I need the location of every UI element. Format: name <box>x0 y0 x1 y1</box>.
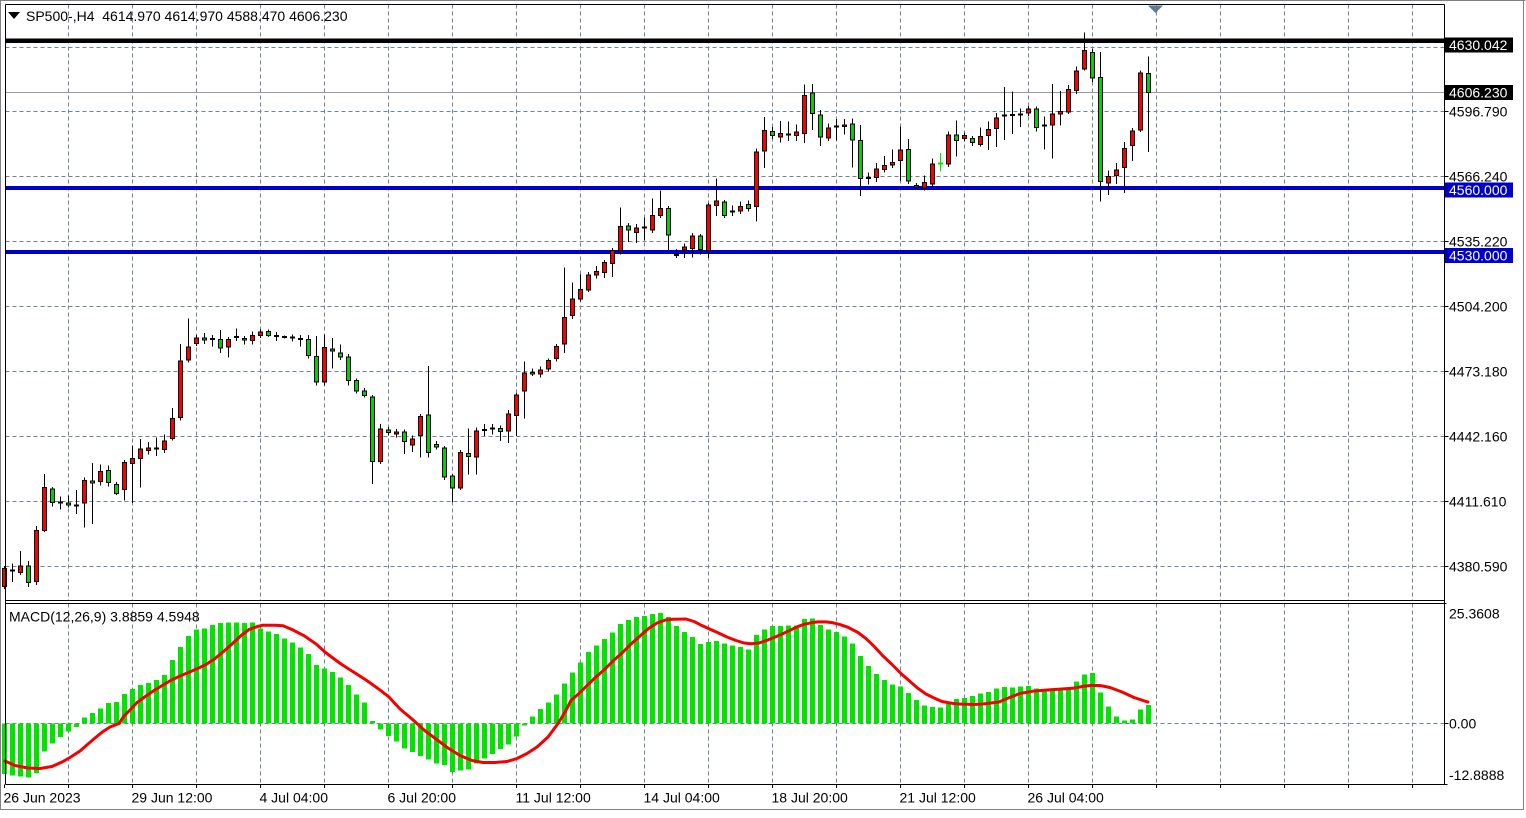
svg-text:4504.200: 4504.200 <box>1449 299 1508 315</box>
svg-text:4 Jul 04:00: 4 Jul 04:00 <box>260 790 329 806</box>
svg-text:14 Jul 04:00: 14 Jul 04:00 <box>644 790 720 806</box>
svg-text:4535.220: 4535.220 <box>1449 234 1508 250</box>
svg-text:18 Jul 20:00: 18 Jul 20:00 <box>772 790 848 806</box>
svg-text:4411.610: 4411.610 <box>1449 494 1507 510</box>
svg-text:4380.590: 4380.590 <box>1449 559 1508 575</box>
svg-text:11 Jul 12:00: 11 Jul 12:00 <box>516 790 591 806</box>
svg-text:MACD(12,26,9) 3.8859 4.5948: MACD(12,26,9) 3.8859 4.5948 <box>9 609 200 625</box>
svg-text:4442.160: 4442.160 <box>1449 429 1508 445</box>
svg-text:4530.000: 4530.000 <box>1449 248 1508 264</box>
svg-text:0.00: 0.00 <box>1449 716 1476 732</box>
svg-text:4596.790: 4596.790 <box>1449 104 1508 120</box>
svg-text:-12.8888: -12.8888 <box>1449 767 1504 783</box>
svg-text:4473.180: 4473.180 <box>1449 364 1508 380</box>
svg-text:21 Jul 12:00: 21 Jul 12:00 <box>900 790 976 806</box>
svg-text:6 Jul 20:00: 6 Jul 20:00 <box>388 790 457 806</box>
svg-text:26 Jul 04:00: 26 Jul 04:00 <box>1028 790 1104 806</box>
svg-text:4566.240: 4566.240 <box>1449 169 1508 185</box>
svg-text:25.3608: 25.3608 <box>1449 606 1500 622</box>
svg-text:4606.230: 4606.230 <box>1449 85 1508 101</box>
svg-text:29 Jun 12:00: 29 Jun 12:00 <box>132 790 213 806</box>
svg-text:4630.042: 4630.042 <box>1449 37 1508 53</box>
svg-text:4560.000: 4560.000 <box>1449 182 1508 198</box>
svg-text:26 Jun 2023: 26 Jun 2023 <box>4 790 81 806</box>
svg-text:SP500-,H4 4614.970 4614.970 4: SP500-,H4 4614.970 4614.970 4588.470 460… <box>26 8 348 24</box>
